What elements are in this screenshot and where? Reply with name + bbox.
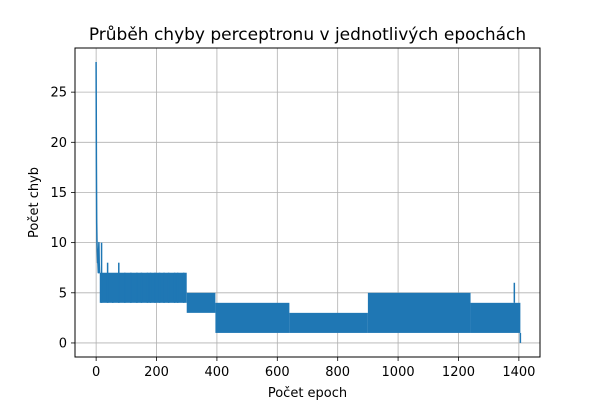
- y-tick-label: 25: [50, 86, 67, 101]
- y-axis-label: Počet chyb: [27, 167, 42, 238]
- x-tick-label: 400: [205, 365, 230, 380]
- x-tick-label: 1200: [442, 365, 475, 380]
- y-tick-label: 10: [50, 236, 67, 251]
- x-axis-label: Počet epoch: [268, 386, 347, 400]
- grid: [75, 48, 540, 357]
- series-line: [95, 61, 522, 343]
- y-tick-label: 5: [59, 286, 67, 301]
- y-tick-label: 0: [59, 336, 67, 351]
- x-tick-label: 1400: [502, 365, 535, 380]
- x-tick-label: 1000: [382, 365, 415, 380]
- series-band: [470, 302, 521, 333]
- x-tick-label: 0: [92, 365, 100, 380]
- y-tick-label: 20: [50, 136, 67, 151]
- series-band: [289, 312, 368, 333]
- y-tick-label: 15: [50, 186, 67, 201]
- chart-title: Průběh chyby perceptronu v jednotlivých …: [89, 25, 526, 45]
- series-segment: [95, 61, 101, 274]
- series-band: [367, 292, 471, 333]
- series-band: [99, 272, 187, 303]
- series-band: [186, 292, 216, 313]
- axes-frame: [74, 47, 541, 358]
- x-tick-label: 600: [265, 365, 290, 380]
- ticks: 0 200 400 600 800 1000 1200 1400 0 5 10 15 20 25: [50, 86, 535, 380]
- x-tick-label: 800: [325, 365, 350, 380]
- series-band: [215, 302, 290, 333]
- x-tick-label: 200: [144, 365, 169, 380]
